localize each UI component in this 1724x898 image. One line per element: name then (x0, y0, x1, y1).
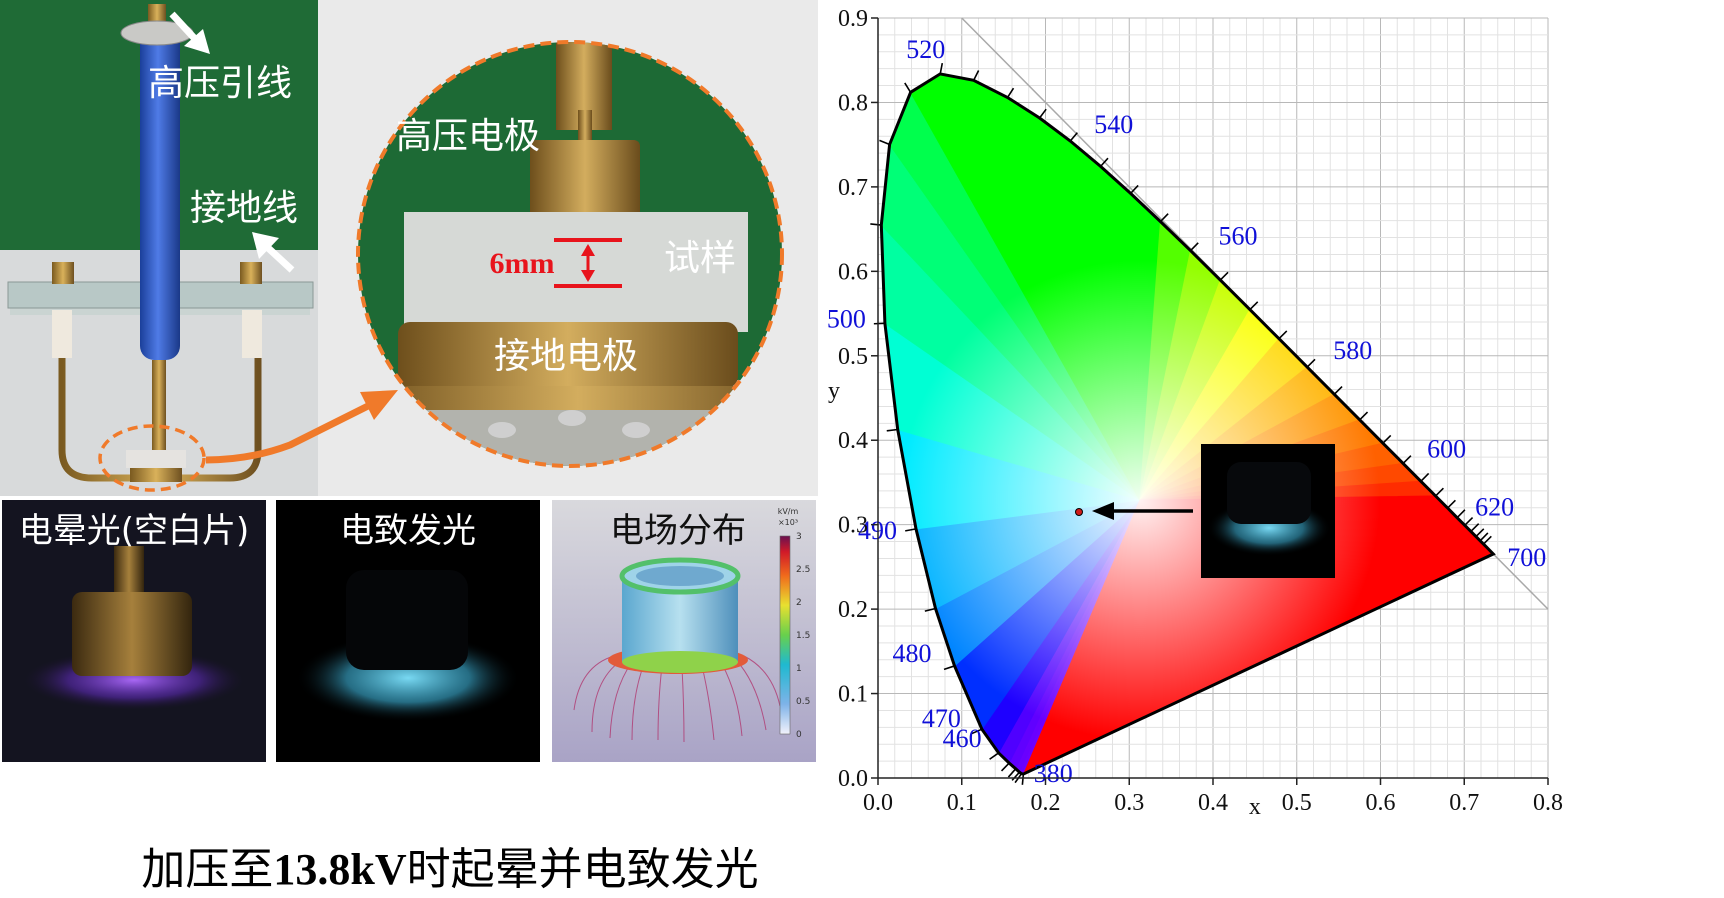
x-axis-label: x (1249, 794, 1261, 820)
colorbar-tick-2: 2 (796, 598, 802, 608)
hv-lead-rod (140, 30, 180, 360)
colorbar-tick-3: 3 (796, 532, 802, 542)
x-tick-0.8: 0.8 (1533, 790, 1563, 816)
x-tick-0.4: 0.4 (1198, 790, 1228, 816)
y-tick-0.7: 0.7 (838, 175, 868, 201)
wavelength-label-460: 460 (943, 724, 982, 753)
cie-chart: 380 460 470 480 490 500 520 540 560 580 600 620 700 … (820, 0, 1724, 898)
wavelength-label-600: 600 (1427, 434, 1466, 463)
colorbar-unit: kV/m (778, 507, 799, 516)
sample-plate (404, 212, 748, 332)
hv-lead-arrow (169, 11, 210, 54)
y-tick-0.4: 0.4 (838, 428, 868, 454)
y-tick-0.1: 0.1 (838, 682, 868, 708)
wavelength-label-500: 500 (827, 304, 866, 333)
y-tick-0.9: 0.9 (838, 6, 868, 32)
y-axis-label: y (828, 378, 840, 404)
colorbar-tick-2.5: 2.5 (796, 565, 810, 575)
hv-electrode (530, 140, 640, 230)
x-tick-0.7: 0.7 (1449, 790, 1479, 816)
chart-axes: 0.0 0.1 0.2 0.3 0.4 0.5 0.6 0.7 0.8 0.0 0.1 0.2 0.3 0… (828, 6, 1563, 820)
gap-label: 6mm (490, 247, 555, 280)
colorbar-tick-1.5: 1.5 (796, 631, 810, 641)
x-tick-0.6: 0.6 (1366, 790, 1396, 816)
x-tick-0.1: 0.1 (947, 790, 977, 816)
electroluminescence-panel: 电致发光 (276, 500, 540, 762)
y-tick-0.6: 0.6 (838, 259, 868, 285)
y-tick-0.8: 0.8 (838, 90, 868, 116)
spectral-locus (870, 62, 1496, 785)
wavelength-label-520: 520 (906, 35, 945, 64)
field-title: 电场分布 (610, 511, 746, 551)
zoom-circle-outline (356, 40, 784, 468)
y-tick-0.2: 0.2 (838, 597, 868, 623)
zoom-view: 6mm 高压电极 试样 接地电极 (318, 0, 818, 496)
wavelength-label-560: 560 (1218, 222, 1257, 251)
caption-prefix: 加压至 (141, 844, 274, 895)
x-tick-0.2: 0.2 (1031, 790, 1061, 816)
colorbar-tick-1: 1 (796, 664, 802, 674)
y-tick-0.3: 0.3 (838, 513, 868, 539)
x-tick-0.5: 0.5 (1282, 790, 1312, 816)
el-title: 电致发光 (340, 511, 476, 551)
apparatus-photo: 高压引线 接地线 (0, 0, 318, 496)
ground-wire-arrow (252, 232, 295, 273)
x-tick-0.3: 0.3 (1114, 790, 1144, 816)
wavelength-label-580: 580 (1333, 336, 1372, 365)
caption-suffix: 时起晕并电致发光 (406, 844, 759, 895)
colorbar-tick-0.5: 0.5 (796, 697, 810, 707)
wavelength-label-380: 380 (1034, 759, 1073, 788)
figure-caption: 加压至13.8kV时起晕并电致发光 (0, 842, 900, 898)
colorbar-ticks: 3 2.5 2 1.5 1 0.5 0 (796, 532, 810, 740)
chromaticity-points (1075, 508, 1083, 516)
colorbar-scale: ×10³ (778, 518, 798, 527)
zoom-connector-arrow (205, 390, 398, 464)
wavelength-label-470: 470 (922, 704, 961, 733)
colorbar (779, 535, 791, 735)
ground-wire-label: 接地线 (190, 188, 298, 229)
sample-highlight-ellipse (98, 424, 206, 492)
chromaticity-point-0 (1075, 508, 1083, 516)
corona-title: 电晕光(空白片) (19, 511, 250, 551)
wavelength-label-480: 480 (892, 639, 931, 668)
ground-electrode-label: 接地电极 (494, 336, 638, 377)
colorbar-tick-0: 0 (796, 730, 802, 740)
hv-lead-label: 高压引线 (148, 63, 292, 104)
y-tick-0.5: 0.5 (838, 344, 868, 370)
gap-marker (554, 238, 622, 288)
corona-panel: 电晕光(空白片) (2, 500, 266, 762)
el-inset-photo (1201, 444, 1335, 578)
caption-voltage: 13.8kV (273, 845, 407, 894)
inset-pointer-arrow (1092, 502, 1193, 520)
wavelength-label-620: 620 (1475, 493, 1514, 522)
hv-electrode-label: 高压电极 (396, 116, 540, 157)
x-tick-0.0: 0.0 (863, 790, 893, 816)
y-tick-0.0: 0.0 (838, 766, 868, 792)
field-distribution-panel: kV/m ×10³ 3 2.5 2 1.5 1 0.5 0 电场分布 (552, 500, 816, 762)
ground-electrode (398, 322, 738, 388)
wavelength-label-700: 700 (1507, 543, 1546, 572)
sample-label: 试样 (664, 238, 736, 279)
wavelength-label-540: 540 (1094, 110, 1133, 139)
